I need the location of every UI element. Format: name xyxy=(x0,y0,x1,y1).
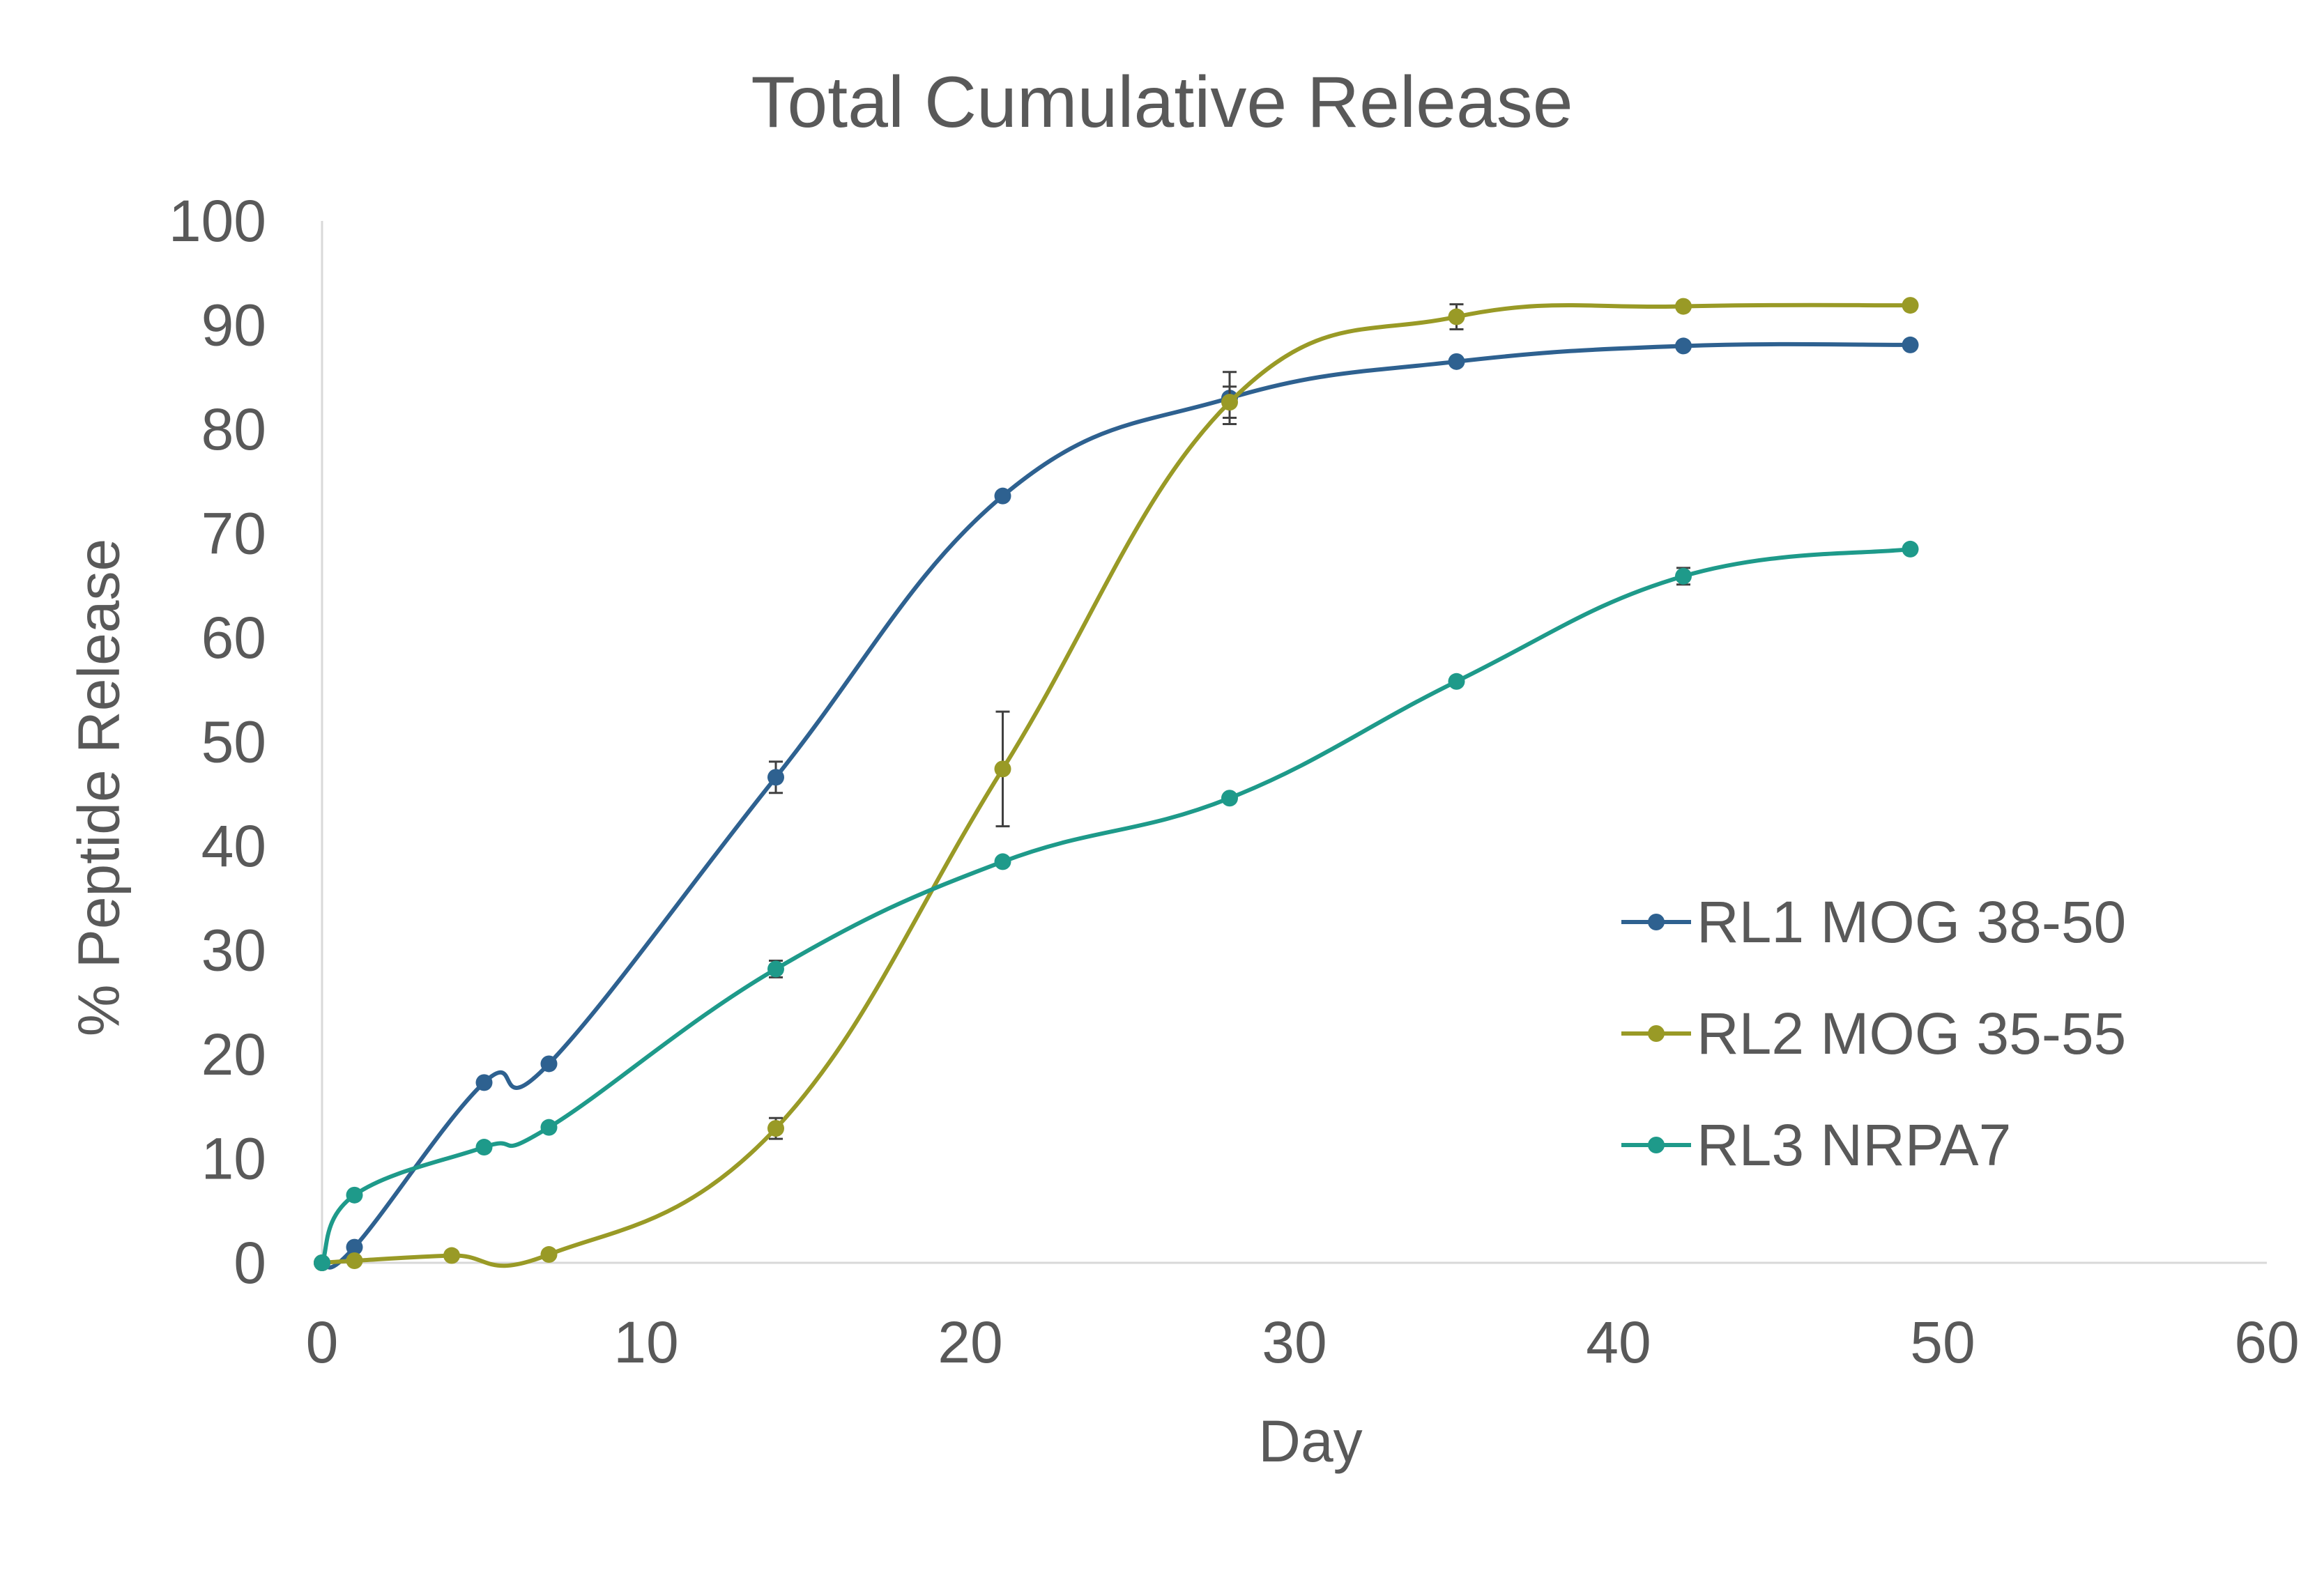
data-point xyxy=(1902,297,1919,314)
data-point xyxy=(314,1254,330,1271)
chart-title: Total Cumulative Release xyxy=(751,62,1573,143)
data-point xyxy=(767,1120,784,1137)
data-point xyxy=(994,760,1011,778)
data-point xyxy=(346,1252,363,1270)
x-tick-label: 0 xyxy=(306,1310,339,1375)
data-point xyxy=(1902,336,1919,353)
y-tick-label: 90 xyxy=(201,293,266,358)
data-point xyxy=(540,1119,558,1136)
legend-label: RL1 MOG 38-50 xyxy=(1697,889,2126,955)
y-tick-label: 80 xyxy=(201,397,266,462)
y-tick-label: 40 xyxy=(201,813,266,879)
y-tick-label: 60 xyxy=(201,605,266,670)
y-tick-label: 0 xyxy=(234,1230,266,1296)
legend-marker xyxy=(1648,1137,1665,1153)
y-tick-label: 100 xyxy=(169,188,266,254)
data-point xyxy=(475,1074,493,1091)
data-point xyxy=(1448,308,1465,325)
data-point xyxy=(540,1246,558,1264)
data-point xyxy=(1221,790,1238,807)
x-tick-label: 40 xyxy=(1586,1310,1651,1375)
data-point xyxy=(1675,567,1692,585)
x-tick-label: 50 xyxy=(1910,1310,1975,1375)
data-point xyxy=(1448,353,1465,370)
series-line-1 xyxy=(321,341,1911,1270)
y-tick-label: 30 xyxy=(201,918,266,983)
data-point xyxy=(1675,337,1692,355)
data-point xyxy=(540,1055,558,1073)
data-point xyxy=(1221,394,1238,411)
data-point xyxy=(1675,298,1692,315)
series-line-3 xyxy=(320,546,1911,1264)
y-tick-label: 50 xyxy=(201,709,266,775)
legend-label: RL3 NRPA7 xyxy=(1697,1112,2011,1178)
data-point xyxy=(346,1186,363,1204)
data-point xyxy=(346,1238,363,1256)
data-point xyxy=(475,1139,493,1156)
x-tick-label: 20 xyxy=(938,1310,1002,1375)
legend-marker xyxy=(1648,914,1665,930)
data-point xyxy=(767,960,784,978)
y-tick-label: 70 xyxy=(201,501,266,567)
data-point xyxy=(994,853,1011,870)
data-point xyxy=(1448,673,1465,690)
legend-label: RL2 MOG 35-55 xyxy=(1697,1001,2126,1066)
x-tick-label: 60 xyxy=(2234,1310,2299,1375)
y-tick-label: 10 xyxy=(201,1126,266,1192)
data-point xyxy=(767,769,784,786)
data-point xyxy=(994,487,1011,505)
data-point xyxy=(443,1247,460,1264)
y-tick-label: 20 xyxy=(201,1022,266,1087)
legend-marker xyxy=(1648,1025,1665,1042)
x-tick-label: 30 xyxy=(1262,1310,1327,1375)
series-line-2 xyxy=(321,302,1911,1268)
data-point xyxy=(1902,540,1919,558)
x-tick-label: 10 xyxy=(613,1310,678,1375)
x-axis-label: Day xyxy=(1258,1408,1363,1474)
